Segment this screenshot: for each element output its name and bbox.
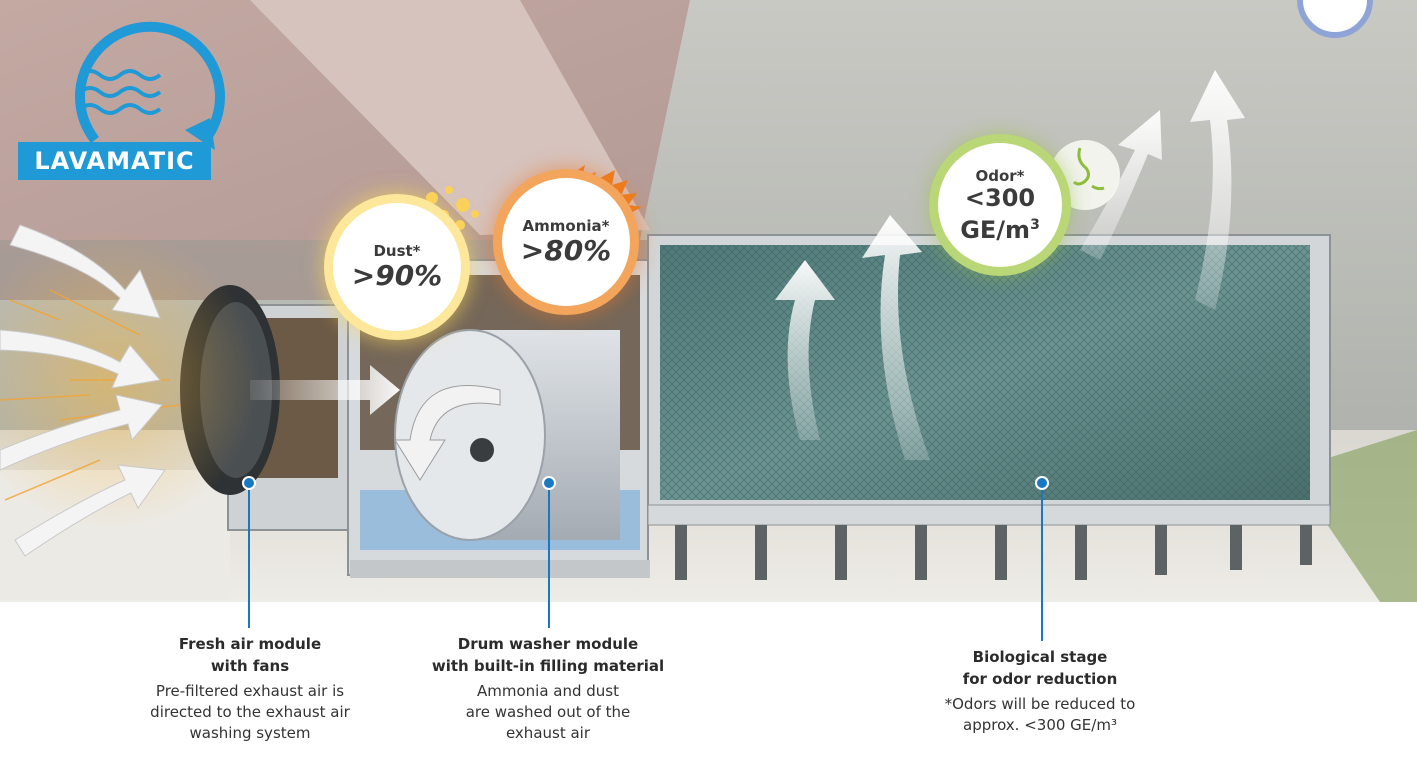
drum-title-1: Drum washer module — [457, 635, 639, 653]
fresh-air-module-label: Fresh air module with fans Pre-filtered … — [120, 633, 380, 744]
dust-label: Dust* — [373, 242, 421, 260]
bio-title-1: Biological stage — [972, 648, 1108, 666]
bio-title-2: for odor reduction — [962, 670, 1118, 688]
logo-text: LAVAMATIC — [18, 142, 211, 180]
ammonia-badge: Ammonia* >80% — [502, 178, 630, 306]
odor-value-line2: GE/m3 — [960, 212, 1040, 244]
dust-value: >90% — [351, 259, 443, 292]
nose-icon — [1072, 147, 1105, 191]
drum-desc-3: exhaust air — [505, 724, 591, 742]
ammonia-label: Ammonia* — [522, 217, 610, 235]
fresh-desc-1: Pre-filtered exhaust air is — [155, 682, 345, 700]
bio-desc-2: approx. <300 GE/m³ — [963, 716, 1117, 734]
odor-badge: Odor* <300 GE/m3 — [938, 143, 1062, 267]
drum-desc-2: are washed out of the — [465, 703, 631, 721]
odor-unit: GE/m — [960, 215, 1031, 244]
drum-desc-1: Ammonia and dust — [476, 682, 619, 700]
biological-stage-label: Biological stage for odor reduction *Odo… — [915, 646, 1165, 736]
fresh-desc-3: washing system — [189, 724, 311, 742]
odor-label: Odor* — [975, 166, 1025, 185]
pointer-lines — [248, 602, 1043, 641]
system-illustration — [0, 0, 1417, 602]
drum-washer-module-label: Drum washer module with built-in filling… — [418, 633, 678, 744]
logo-icon — [75, 21, 225, 150]
fresh-title-1: Fresh air module — [178, 635, 322, 653]
dust-badge: Dust* >90% — [333, 203, 461, 331]
odor-value-line1: <300 — [964, 183, 1036, 212]
bio-desc-1: *Odors will be reduced to — [944, 695, 1136, 713]
fresh-title-2: with fans — [210, 657, 290, 675]
ammonia-value: >80% — [520, 234, 612, 267]
drum-title-2: with built-in filling material — [431, 657, 665, 675]
odor-unit-sup: 3 — [1030, 216, 1040, 233]
fresh-desc-2: directed to the exhaust air — [150, 703, 350, 721]
